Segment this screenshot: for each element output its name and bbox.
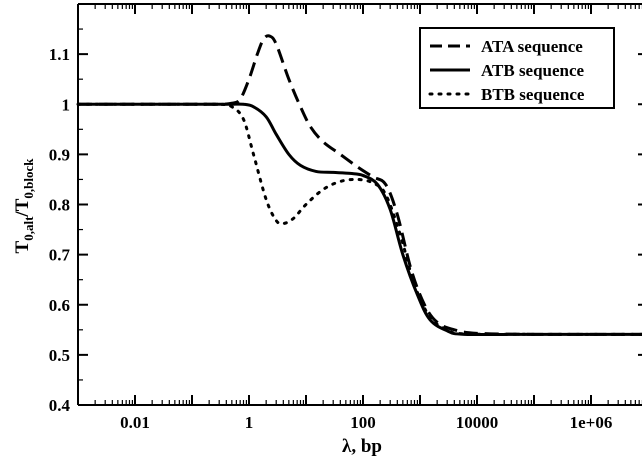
y-axis-title-main: T (12, 240, 33, 253)
y-axis-title-sub1: 0,alt (21, 216, 36, 241)
y-tick-label: 0.9 (49, 145, 70, 164)
legend-box (419, 27, 615, 109)
x-tick-label: 10000 (456, 413, 499, 432)
legend-label-ata: ATA sequence (481, 37, 583, 56)
x-tick-label: 1 (245, 413, 254, 432)
y-tick-label: 0.5 (49, 346, 70, 365)
series-line-btb (76, 102, 642, 336)
legend-label-btb: BTB sequence (481, 85, 585, 104)
y-axis-title-sub2: 0,block (21, 158, 36, 199)
x-axis-title: λ, bp (342, 436, 382, 457)
legend-label-atb: ATB sequence (481, 61, 585, 80)
series-line-atb (77, 102, 642, 337)
series-line-ata (77, 34, 642, 336)
major-ticks (78, 4, 642, 406)
y-tick-labels: 0.4 0.5 0.6 0.7 0.8 0.9 1 1.1 (49, 45, 71, 415)
series-layer (76, 34, 642, 337)
y-tick-label: 1 (62, 95, 71, 114)
y-tick-label: 0.8 (49, 196, 70, 215)
legend: ATA sequence ATB sequence BTB sequence (419, 27, 615, 109)
y-tick-label: 1.1 (49, 45, 70, 64)
y-axis-title: T0,alt/T0,block (12, 158, 36, 254)
x-tick-label: 0.01 (120, 413, 150, 432)
x-tick-label: 100 (350, 413, 376, 432)
x-tick-label: 1e+06 (570, 413, 613, 432)
x-tick-labels: 0.01 1 100 10000 1e+06 (120, 413, 612, 432)
y-tick-label: 0.7 (49, 246, 71, 265)
y-tick-label: 0.4 (49, 396, 71, 415)
y-axis-title-mid: /T (12, 198, 33, 217)
y-tick-label: 0.6 (49, 296, 70, 315)
